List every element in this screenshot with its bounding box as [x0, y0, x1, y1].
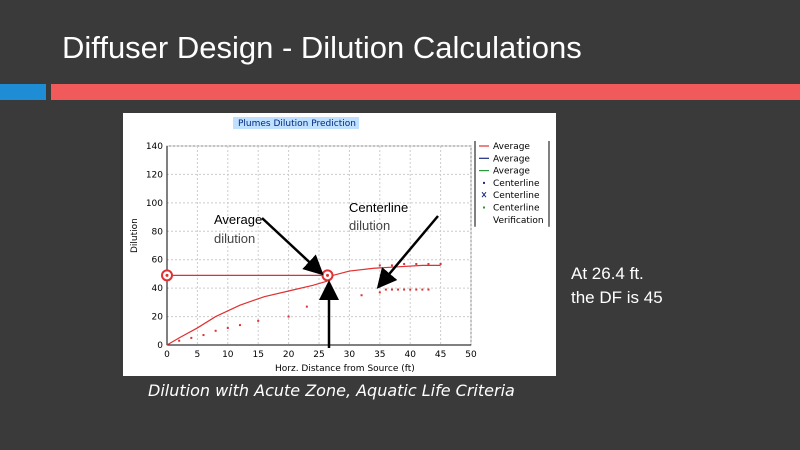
- legend-label: Centerline: [493, 191, 540, 201]
- x-tick-label: 50: [465, 350, 477, 360]
- side-note-line-2: the DF is 45: [571, 288, 663, 307]
- data-point: [305, 305, 308, 308]
- y-tick-label: 20: [152, 313, 164, 323]
- chart-caption: Dilution with Acute Zone, Aquatic Life C…: [148, 381, 515, 400]
- legend-label: Average: [493, 167, 530, 177]
- data-point: [390, 288, 393, 291]
- data-point: [415, 262, 418, 265]
- x-tick-label: 40: [404, 350, 416, 360]
- side-note-line-1: At 26.4 ft.: [571, 264, 644, 283]
- data-point: [439, 262, 442, 265]
- x-tick-label: 25: [313, 350, 324, 360]
- data-point: [384, 288, 387, 291]
- x-tick-label: 0: [164, 350, 170, 360]
- data-point: [403, 288, 406, 291]
- accent-bar-blue: [0, 84, 46, 100]
- y-axis-label: Dilution: [130, 218, 140, 253]
- data-point: [360, 294, 363, 297]
- chart-title: Plumes Dilution Prediction: [238, 119, 356, 129]
- marker-dot: [165, 273, 169, 277]
- data-point: [415, 288, 418, 291]
- data-point: [403, 262, 406, 265]
- data-point: [202, 334, 205, 337]
- legend: Average Average Average Centerline Centerlin…: [474, 141, 550, 227]
- accent-bar-red: [51, 84, 800, 100]
- x-tick-label: 20: [283, 350, 295, 360]
- y-tick-label: 80: [152, 227, 164, 237]
- legend-label: Verification: [493, 216, 544, 226]
- x-tick-label: 35: [374, 350, 385, 360]
- slide-title: Diffuser Design - Dilution Calculations: [62, 30, 582, 65]
- data-point: [287, 315, 290, 318]
- legend-label: Average: [493, 154, 530, 164]
- y-tick-label: 0: [157, 341, 163, 351]
- data-point: [178, 339, 181, 342]
- data-point: [427, 288, 430, 291]
- data-point: [427, 262, 430, 265]
- axes: 0 5 10 15 20 25 30 35 40 45 50 0 20 40 60 80 100 120 140: [146, 142, 477, 360]
- y-tick-label: 120: [146, 170, 163, 180]
- y-tick-label: 40: [152, 284, 164, 294]
- legend-swatch: [481, 191, 487, 198]
- x-axis-label: Horz. Distance from Source (ft): [275, 364, 415, 374]
- data-point: [238, 324, 241, 327]
- grid: [166, 145, 472, 346]
- x-tick-label: 45: [435, 350, 446, 360]
- y-tick-label: 60: [152, 256, 164, 266]
- dilution-chart: Plumes Dilution Prediction 0 5 10 15 20 25 30 3…: [123, 113, 556, 376]
- marker-dot: [326, 273, 330, 277]
- y-tick-label: 140: [146, 142, 163, 152]
- chart-title-box: [233, 117, 359, 129]
- data-point: [226, 326, 229, 329]
- x-tick-label: 15: [252, 350, 263, 360]
- data-point: [378, 291, 381, 294]
- data-point: [214, 329, 217, 332]
- legend-swatch: [483, 181, 485, 184]
- legend-swatch: [483, 206, 485, 209]
- legend-label: Centerline: [493, 179, 540, 189]
- data-point: [190, 336, 193, 339]
- data-point: [378, 264, 381, 267]
- x-tick-label: 10: [222, 350, 234, 360]
- series-line: [166, 280, 328, 346]
- legend-label: Average: [493, 142, 530, 152]
- y-tick-label: 100: [146, 199, 163, 209]
- data-point: [409, 288, 412, 291]
- data-point: [421, 288, 424, 291]
- data-point: [257, 319, 260, 322]
- legend-label: Centerline: [493, 204, 540, 214]
- chart-svg: Plumes Dilution Prediction 0 5 10 15 20 25 30 3…: [130, 117, 550, 374]
- side-note: At 26.4 ft. the DF is 45: [571, 262, 663, 310]
- x-tick-label: 5: [195, 350, 201, 360]
- data-point: [390, 264, 393, 267]
- data-point: [397, 288, 400, 291]
- x-tick-label: 30: [344, 350, 356, 360]
